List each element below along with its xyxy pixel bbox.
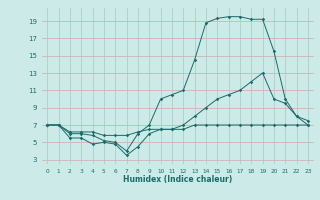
X-axis label: Humidex (Indice chaleur): Humidex (Indice chaleur) [123, 175, 232, 184]
